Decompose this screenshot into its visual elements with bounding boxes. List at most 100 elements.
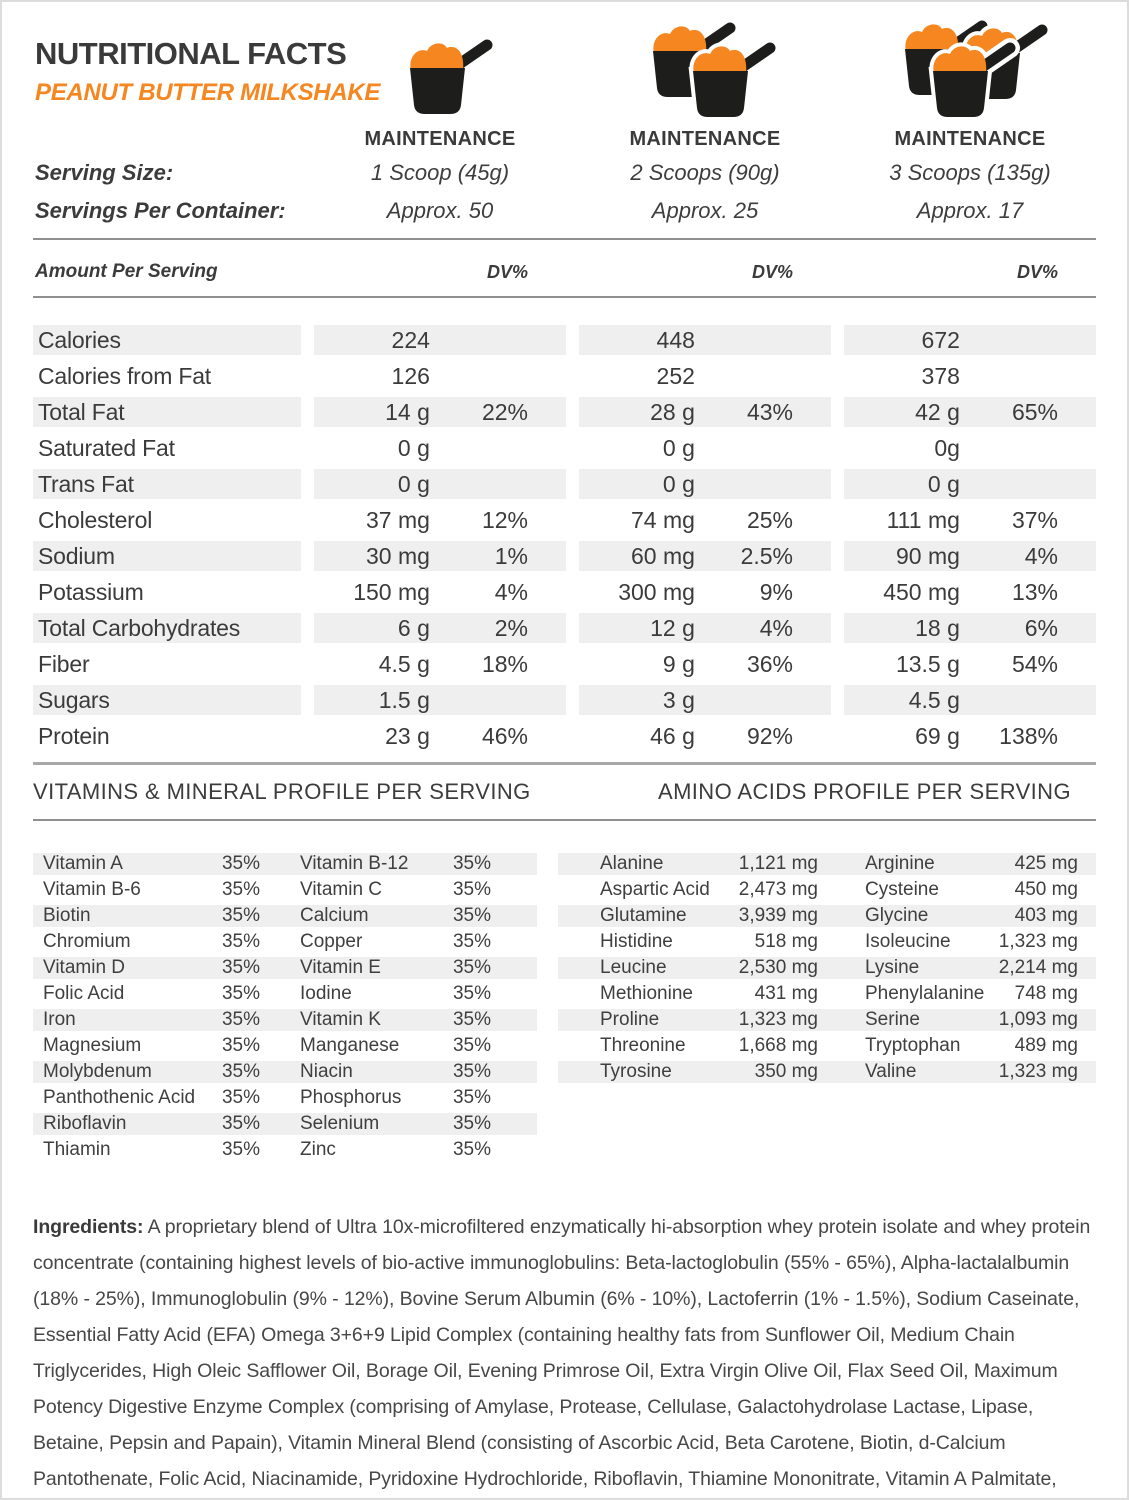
amino-acid-name: Tyrosine [600, 1061, 672, 1082]
nutrient-value-cell: 0g [844, 430, 1096, 466]
scoop-icon-single [314, 28, 566, 124]
nutrient-amount: 0 g [927, 470, 960, 497]
nutrient-value-cell: 28 g 43% [579, 394, 831, 430]
amino-acid-value: 1,323 mg [998, 1061, 1078, 1082]
nutrient-value-cell: 6 g 2% [314, 610, 566, 646]
nutrient-amount: 150 mg [353, 578, 430, 605]
nutrient-value-cell: 300 mg 9% [579, 574, 831, 610]
amino-acid-pair: Leucine 2,530 mg [558, 957, 827, 979]
nutrition-table: Calories 224 448 672 Calories from Fat 126 252… [33, 322, 1096, 754]
amino-acid-value: 425 mg [1014, 853, 1078, 874]
vitamin-name: Vitamin A [43, 853, 123, 874]
vitamin-row: Panthothenic Acid 35% Phosphorus 35% [33, 1085, 537, 1111]
vitamin-pair: Biotin 35% [33, 905, 285, 927]
amino-acid-row: Glutamine 3,939 mg Glycine 403 mg [558, 903, 1096, 929]
amino-acid-name: Phenylalanine [865, 983, 985, 1004]
amino-acid-name: Glycine [865, 905, 929, 926]
amino-acid-pair: Serine 1,093 mg [827, 1009, 1096, 1031]
vitamin-name: Riboflavin [43, 1113, 127, 1134]
nutrient-value-cell: 126 [314, 358, 566, 394]
amino-acid-name: Arginine [865, 853, 935, 874]
amino-acid-row: Proline 1,323 mg Serine 1,093 mg [558, 1007, 1096, 1033]
nutrition-row: Trans Fat 0 g 0 g 0 g [33, 466, 1096, 502]
header: NUTRITIONAL FACTS PEANUT BUTTER MILKSHAK… [33, 28, 1096, 230]
vitamin-name: Panthothenic Acid [43, 1087, 196, 1108]
vitamin-name: Thiamin [43, 1139, 111, 1160]
vitamin-row: Chromium 35% Copper 35% [33, 929, 537, 955]
vitamin-pair: Phosphorus 35% [285, 1087, 537, 1109]
amino-acid-value: 2,530 mg [738, 957, 818, 978]
vitamin-value: 35% [221, 1087, 260, 1108]
page-title: NUTRITIONAL FACTS [35, 36, 347, 71]
vitamin-value: 35% [452, 1087, 491, 1108]
vitamin-row: Iron 35% Vitamin K 35% [33, 1007, 537, 1033]
nutrition-row: Potassium 150 mg 4% 300 mg 9% 450 mg 13% [33, 574, 1096, 610]
dv-header-1: DV% [486, 261, 528, 282]
nutrition-row: Sodium 30 mg 1% 60 mg 2.5% 90 mg 4% [33, 538, 1096, 574]
nutrition-row: Calories from Fat 126 252 378 [33, 358, 1096, 394]
vitamin-name: Iodine [300, 983, 352, 1004]
amino-acid-pair: Valine 1,323 mg [827, 1061, 1096, 1083]
serving-size-value-2: 2 Scoops (90g) [630, 160, 780, 185]
nutrient-amount: 378 [921, 362, 960, 389]
vitamin-row: Vitamin D 35% Vitamin E 35% [33, 955, 537, 981]
amino-acid-pair: Glutamine 3,939 mg [558, 905, 827, 927]
vitamin-value: 35% [452, 1035, 491, 1056]
nutrient-value-cell: 46 g 92% [579, 718, 831, 754]
nutrient-name: Total Carbohydrates [33, 610, 301, 646]
amino-acid-value: 518 mg [754, 931, 818, 952]
vitamin-pair: Vitamin A 35% [33, 853, 285, 875]
nutrition-row: Fiber 4.5 g 18% 9 g 36% 13.5 g 54% [33, 646, 1096, 682]
amino-acid-row: Leucine 2,530 mg Lysine 2,214 mg [558, 955, 1096, 981]
nutrient-dv: 9% [759, 578, 793, 605]
nutrient-value-cell: 0 g [579, 466, 831, 502]
nutrient-amount: 0 g [397, 434, 430, 461]
nutrient-amount: 6 g [397, 614, 430, 641]
amino-acid-pair: Lysine 2,214 mg [827, 957, 1096, 979]
divider-thick [33, 762, 1096, 765]
nutrient-name: Calories [33, 322, 301, 358]
nutrition-row: Total Fat 14 g 22% 28 g 43% 42 g 65% [33, 394, 1096, 430]
nutrient-value-cell: 13.5 g 54% [844, 646, 1096, 682]
nutrient-value-cell: 30 mg 1% [314, 538, 566, 574]
vitamin-pair: Magnesium 35% [33, 1035, 285, 1057]
vitamin-row: Riboflavin 35% Selenium 35% [33, 1111, 537, 1137]
vitamin-pair: Manganese 35% [285, 1035, 537, 1057]
nutrient-amount: 224 [391, 326, 430, 353]
vitamin-name: Biotin [43, 905, 91, 926]
nutrient-dv: 43% [746, 398, 793, 425]
vitamin-pair: Folic Acid 35% [33, 983, 285, 1005]
amino-acid-value: 403 mg [1014, 905, 1078, 926]
amino-acid-name: Proline [600, 1009, 660, 1030]
amino-acid-name: Alanine [600, 853, 664, 874]
vitamin-value: 35% [452, 983, 491, 1004]
vitamin-value: 35% [221, 879, 260, 900]
nutrient-amount: 252 [656, 362, 695, 389]
amino-acid-name: Aspartic Acid [600, 879, 710, 900]
vitamin-pair: Vitamin B-6 35% [33, 879, 285, 901]
amino-acid-name: Serine [865, 1009, 920, 1030]
divider [33, 238, 1096, 240]
amino-acid-pair: Methionine 431 mg [558, 983, 827, 1005]
nutrient-amount: 37 mg [365, 506, 430, 533]
amino-acid-row: Threonine 1,668 mg Tryptophan 489 mg [558, 1033, 1096, 1059]
vitamin-name: Phosphorus [300, 1087, 402, 1108]
nutrient-dv: 2% [494, 614, 528, 641]
vitamin-row: Molybdenum 35% Niacin 35% [33, 1059, 537, 1085]
vitamin-pair: Vitamin E 35% [285, 957, 537, 979]
vitamin-value: 35% [452, 905, 491, 926]
nutrient-value-cell: 224 [314, 322, 566, 358]
nutrient-dv: 37% [1011, 506, 1058, 533]
nutrient-amount: 12 g [650, 614, 695, 641]
nutrient-value-cell: 111 mg 37% [844, 502, 1096, 538]
amino-acid-row: Histidine 518 mg Isoleucine 1,323 mg [558, 929, 1096, 955]
vitamins-table: Vitamin A 35% Vitamin B-12 35% Vitamin B-6 35… [33, 851, 537, 1163]
amino-acid-pair: Alanine 1,121 mg [558, 853, 827, 875]
nutrient-value-cell: 60 mg 2.5% [579, 538, 831, 574]
nutrient-name: Cholesterol [38, 506, 153, 533]
vitamin-pair: Calcium 35% [285, 905, 537, 927]
nutrient-dv: 54% [1011, 650, 1058, 677]
vitamin-value: 35% [221, 1009, 260, 1030]
servings-per-container-value-2: Approx. 25 [651, 198, 759, 223]
vitamin-pair: Niacin 35% [285, 1061, 537, 1083]
